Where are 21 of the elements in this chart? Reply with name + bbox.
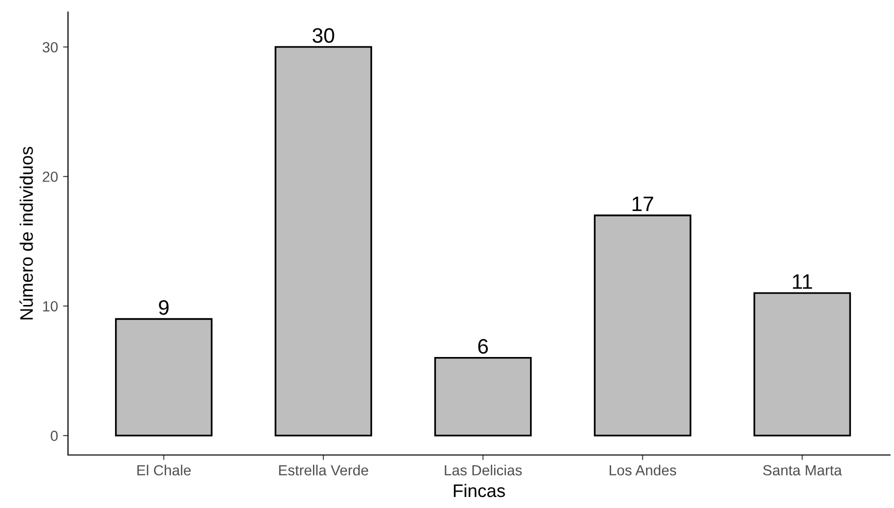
bar [753, 292, 851, 436]
y-tick-label: 10 [43, 301, 58, 312]
bar [594, 214, 692, 436]
x-axis-title: Fincas [454, 484, 505, 498]
y-axis-title: Número de individuos [19, 146, 33, 320]
y-tick-label: 20 [42, 172, 58, 182]
x-tick-label: Los Andes [610, 464, 676, 476]
x-tick-label: Las Delicias [444, 464, 522, 476]
data-label: 11 [792, 274, 812, 289]
x-tick-label: Santa Marta [763, 465, 842, 476]
bar [434, 357, 532, 436]
y-tick-label: 30 [42, 42, 58, 52]
x-tick-label: El Chale [137, 464, 191, 476]
data-label: 6 [478, 338, 488, 354]
x-tick-label: Estrella Verde [279, 464, 368, 476]
bar [115, 318, 212, 436]
data-label: 30 [312, 28, 334, 43]
data-label: 9 [158, 300, 169, 315]
data-label: 17 [632, 196, 654, 212]
bar [274, 46, 372, 436]
y-tick-label: 0 [50, 430, 58, 441]
